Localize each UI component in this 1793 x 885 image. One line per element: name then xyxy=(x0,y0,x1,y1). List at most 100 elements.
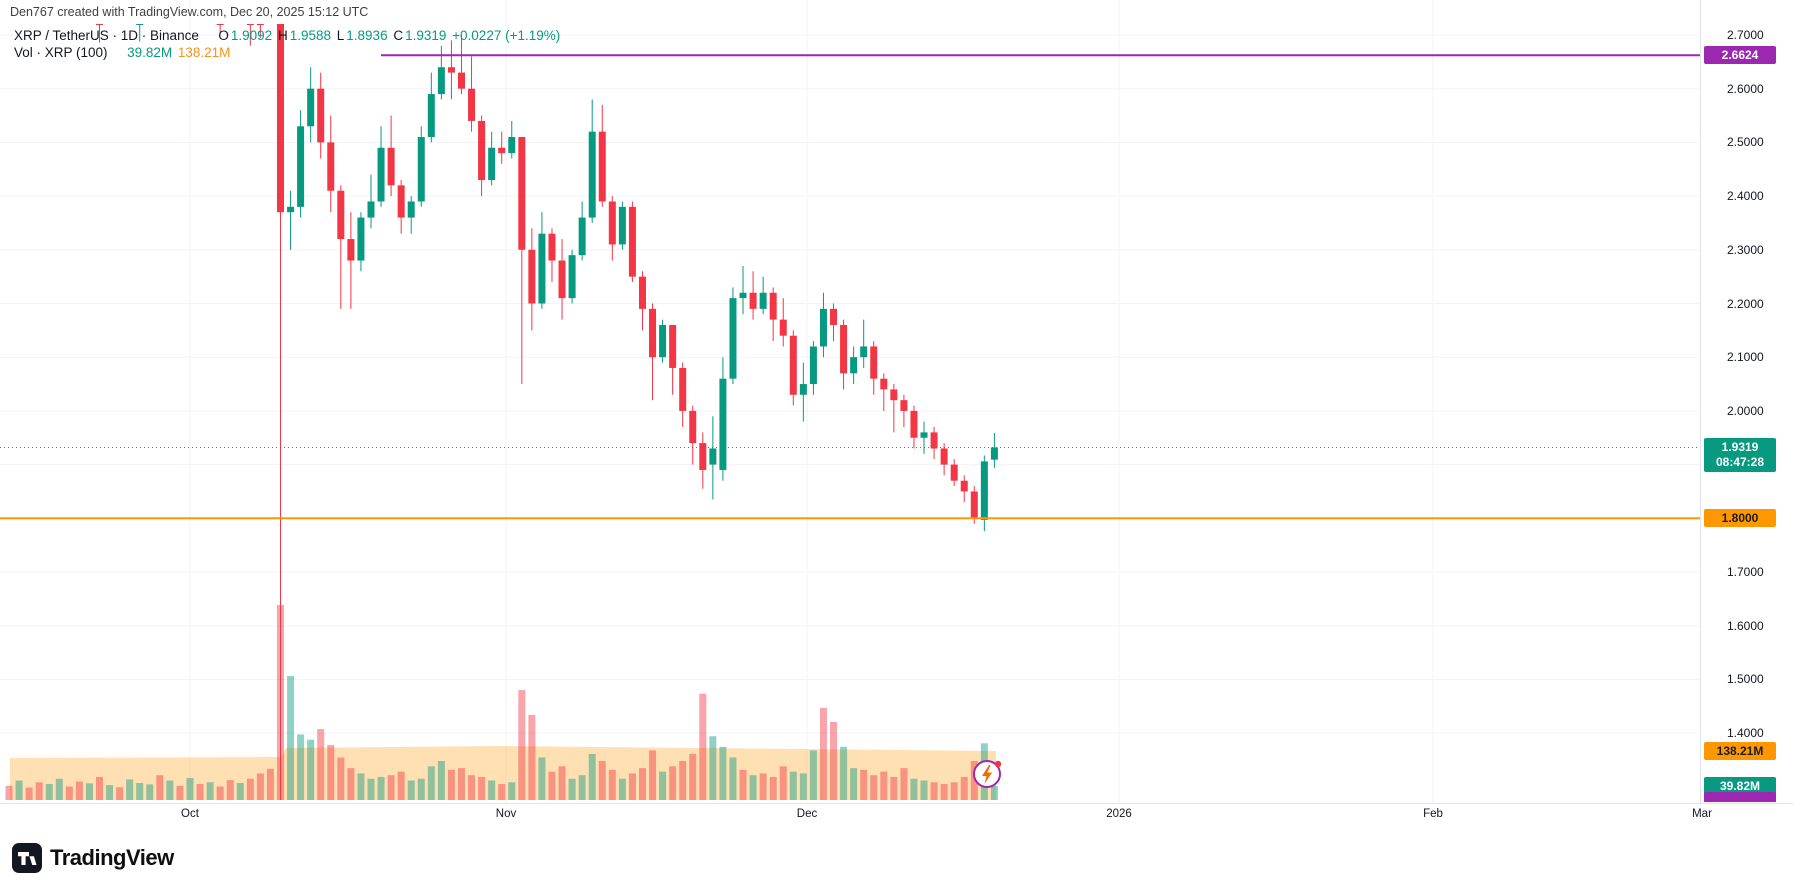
candle-body xyxy=(276,24,284,213)
candle-body xyxy=(900,400,908,411)
candle-body xyxy=(588,131,596,218)
volume-bar xyxy=(367,778,375,800)
volume-bar xyxy=(287,675,295,800)
volume-bar xyxy=(860,769,868,800)
volume-bar xyxy=(598,761,606,800)
volume-bar xyxy=(649,750,657,800)
candle-body xyxy=(970,491,978,519)
volume-bar xyxy=(628,773,636,800)
volume-bar xyxy=(196,784,204,800)
volume-bar xyxy=(236,782,244,800)
volume-bar xyxy=(35,782,43,800)
candle-body xyxy=(789,335,797,395)
candle-body xyxy=(558,260,566,299)
volume-bar xyxy=(870,775,878,800)
symbol-title: XRP / TetherUS · 1D · Binance xyxy=(14,28,199,43)
volume-bar xyxy=(679,761,687,800)
volume-bar xyxy=(769,776,777,800)
volume-bar xyxy=(759,773,767,800)
candle-body xyxy=(468,88,476,121)
bar-countdown: 08:47:28 xyxy=(1715,455,1765,470)
candle-body xyxy=(709,448,717,465)
volume-bar xyxy=(427,766,435,800)
volume-bar xyxy=(387,775,395,800)
volume-bar xyxy=(457,768,465,800)
volume-current-badge: 39.82M xyxy=(1704,776,1776,795)
candle-body xyxy=(850,357,858,374)
price-tick-label: 2.5000 xyxy=(1727,135,1764,150)
time-axis[interactable]: Oct Nov Dec 2026 Feb Mar xyxy=(0,803,1793,830)
volume-bar xyxy=(307,739,315,800)
time-tick-label: Dec xyxy=(796,808,818,820)
candle-body xyxy=(548,233,556,261)
candle-body xyxy=(890,389,898,401)
ohlc-close-label: C xyxy=(393,28,404,43)
volume-bar xyxy=(45,784,53,800)
volume-bar xyxy=(910,778,918,800)
volume-bar xyxy=(377,776,385,800)
daily-change-value: +0.0227 (+1.19%) xyxy=(452,28,561,43)
candle-body xyxy=(638,276,646,309)
candle-body xyxy=(840,324,848,374)
volume-bar xyxy=(689,753,697,800)
volume-bar xyxy=(940,784,948,800)
ohlc-open-label: O xyxy=(218,28,229,43)
candle-body xyxy=(749,292,757,309)
candle-body xyxy=(417,137,425,202)
candle-body xyxy=(689,410,697,444)
volume-bar xyxy=(317,729,325,800)
volume-bar xyxy=(206,782,214,800)
volume-bar xyxy=(789,771,797,800)
candle-body xyxy=(870,346,878,379)
candle-body xyxy=(990,447,998,460)
volume-bar xyxy=(900,768,908,800)
last-price-badge: 1.9319 08:47:28 xyxy=(1704,438,1776,473)
candle-body xyxy=(317,88,325,143)
candle-body xyxy=(357,217,365,261)
volume-bar xyxy=(5,785,13,800)
time-tick-label: Feb xyxy=(1423,808,1443,820)
volume-bar xyxy=(920,780,928,800)
volume-bar xyxy=(447,769,455,800)
price-tick-label: 2.7000 xyxy=(1727,28,1764,42)
candle-body xyxy=(568,255,576,299)
volume-bar xyxy=(830,722,838,800)
price-tick-label: 2.6000 xyxy=(1727,81,1764,96)
volume-bar xyxy=(840,746,848,800)
volume-indicator-title: Vol · XRP (100) xyxy=(14,45,108,60)
flash-event-icon[interactable] xyxy=(971,757,1005,796)
tradingview-logo[interactable]: TradingView xyxy=(12,843,174,873)
candle-body xyxy=(739,292,747,299)
candle-body xyxy=(508,137,516,154)
volume-bar xyxy=(779,766,787,800)
volume-bar xyxy=(96,776,104,800)
time-tick-label: Nov xyxy=(495,808,517,820)
volume-bar xyxy=(638,768,646,800)
price-axis[interactable]: 2.7000 2.6000 2.5000 2.4000 2.3000 2.2000 2.10… xyxy=(1700,0,1793,803)
candle-body xyxy=(538,233,546,304)
volume-bar xyxy=(216,786,224,800)
candle-body xyxy=(860,346,868,358)
volume-bar xyxy=(65,786,73,800)
price-tick-label: 2.0000 xyxy=(1727,403,1764,418)
candle-body xyxy=(649,308,657,358)
volume-bar xyxy=(156,775,164,800)
price-tick-label: 2.2000 xyxy=(1727,296,1764,311)
volume-bar xyxy=(699,693,707,800)
volume-bar xyxy=(659,771,667,800)
candle-body xyxy=(407,201,415,218)
candle-body xyxy=(246,24,254,25)
volume-bar xyxy=(749,775,757,800)
candle-body xyxy=(669,324,677,368)
ohlc-low-value: 1.8936 xyxy=(346,28,388,43)
volume-bar xyxy=(799,773,807,800)
volume-bar xyxy=(266,768,274,800)
last-price-value: 1.9319 xyxy=(1721,440,1759,455)
candle-body xyxy=(910,410,918,438)
volume-bar xyxy=(498,784,506,800)
candle-body xyxy=(528,249,536,304)
candle-body xyxy=(337,190,345,240)
